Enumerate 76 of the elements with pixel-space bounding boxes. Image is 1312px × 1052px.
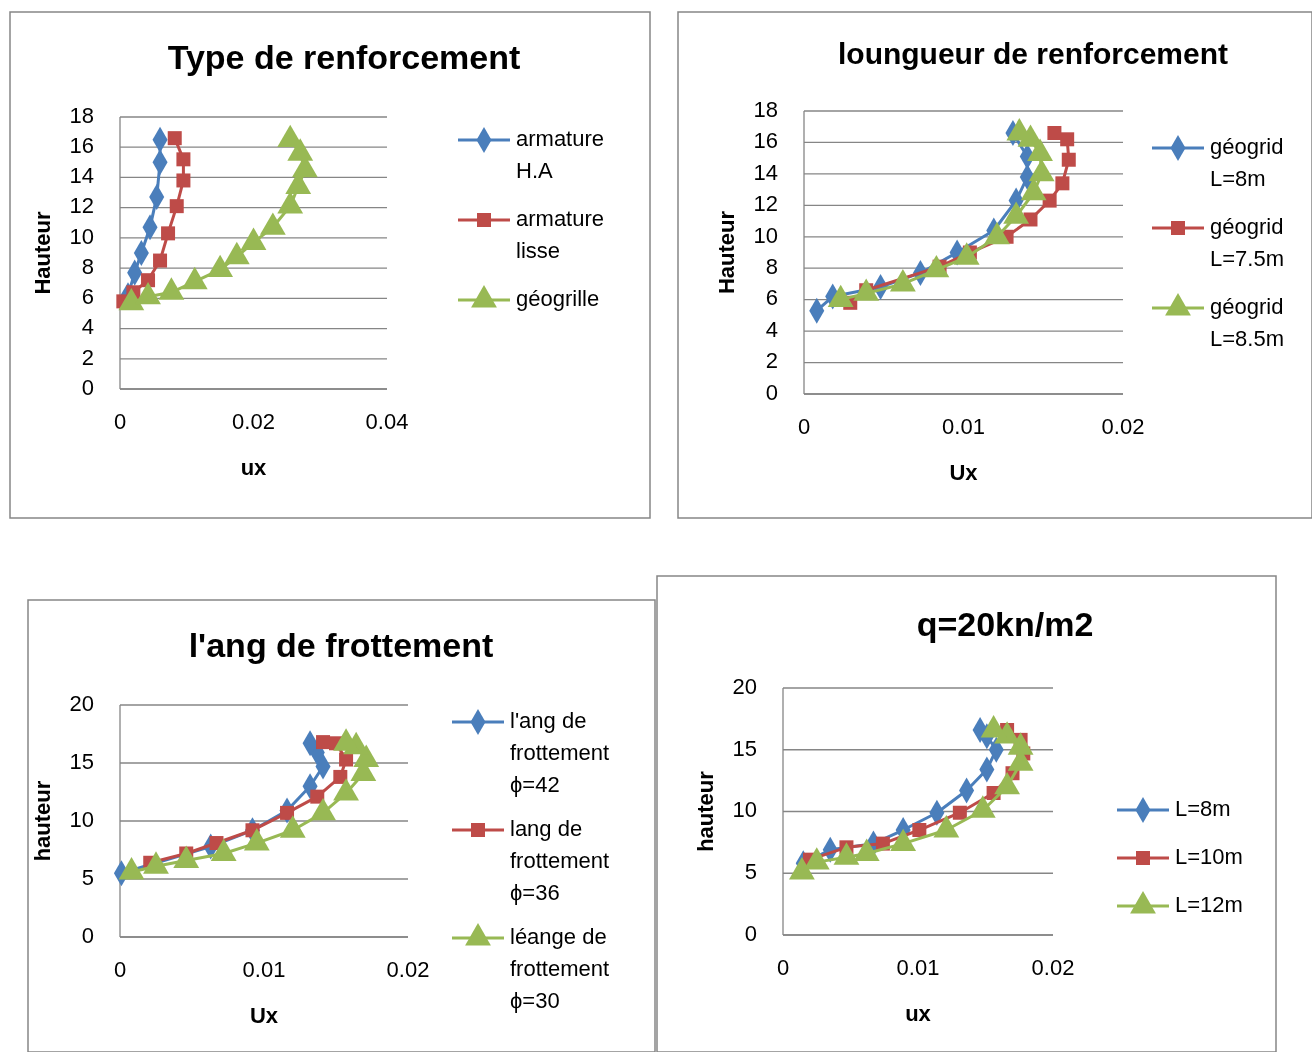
y-tick-label: 0	[81, 922, 94, 948]
legend-label: géogrid L=8.5m	[1210, 293, 1284, 351]
y-tick-label: 10	[69, 223, 94, 249]
y-tick-label: 4	[765, 316, 778, 342]
point	[333, 769, 348, 784]
legend-label: L=8m	[1175, 795, 1231, 821]
y-tick-label: 16	[753, 128, 778, 154]
x-axis-title: ux	[240, 454, 268, 480]
y-tick-label: 18	[69, 102, 94, 128]
y-tick-label: 16	[69, 133, 94, 159]
y-tick-label: 5	[81, 864, 94, 890]
x-tick-label: 0.02	[1031, 954, 1075, 980]
y-tick-label: 6	[765, 285, 778, 311]
y-axis-title: Hauteur	[713, 210, 739, 295]
y-axis-title: hauteur	[692, 770, 718, 852]
point	[316, 735, 331, 750]
x-tick-label: 0.04	[365, 408, 409, 434]
y-tick-label: 10	[732, 797, 757, 823]
point	[1060, 132, 1075, 147]
y-tick-label: 8	[765, 254, 778, 280]
x-axis-title: Ux	[249, 1002, 279, 1028]
chart-title: loungueur de renforcement	[837, 36, 1229, 70]
legend-label: L=10m	[1175, 843, 1243, 869]
legend-label: géogrille	[516, 285, 600, 311]
y-tick-label: 4	[81, 314, 94, 340]
y-tick-label: 0	[765, 379, 778, 405]
y-tick-label: 2	[81, 344, 94, 370]
point	[1042, 193, 1057, 208]
point	[1047, 126, 1062, 141]
x-axis-title: ux	[905, 1000, 932, 1026]
point	[1055, 176, 1070, 191]
y-tick-label: 20	[732, 673, 757, 699]
x-tick-label: 0	[113, 956, 127, 982]
y-tick-label: 18	[753, 96, 778, 122]
legend-label: l'ang de frottement ϕ=42	[510, 707, 610, 797]
chart-title: q=20kn/m2	[916, 604, 1094, 643]
legend-label: lang de frottement ϕ=36	[510, 815, 610, 905]
y-tick-label: 0	[744, 920, 757, 946]
x-tick-label: 0	[797, 413, 811, 439]
x-tick-label: 0.01	[942, 413, 985, 439]
point	[1061, 152, 1076, 167]
x-tick-label: 0.02	[1101, 413, 1145, 439]
x-tick-label: 0	[113, 408, 127, 434]
y-tick-label: 10	[753, 222, 778, 248]
point	[339, 752, 354, 767]
point	[912, 823, 927, 838]
y-tick-label: 6	[81, 284, 94, 310]
legend-label: géogrid L=8m	[1210, 133, 1284, 191]
y-tick-label: 12	[69, 193, 94, 219]
y-tick-label: 8	[81, 253, 94, 279]
y-tick-label: 15	[69, 748, 94, 774]
x-tick-label: 0.01	[242, 956, 286, 982]
y-tick-label: 10	[69, 806, 94, 832]
x-tick-label: 0.02	[386, 956, 430, 982]
y-tick-label: 5	[744, 859, 757, 885]
y-tick-label: 0	[81, 374, 94, 400]
y-tick-label: 14	[753, 159, 778, 185]
y-tick-label: 12	[753, 191, 778, 217]
x-tick-label: 0.02	[232, 408, 275, 434]
y-axis-title: Hauteur	[29, 211, 55, 295]
y-tick-label: 20	[69, 690, 94, 716]
legend-label: géogrid L=7.5m	[1210, 213, 1284, 271]
legend-label: léange de frottement ϕ=30	[510, 923, 610, 1013]
chart-title: l'ang de frottement	[188, 625, 494, 664]
x-axis-title: Ux	[949, 459, 979, 485]
point	[952, 805, 967, 820]
legend-label: L=12m	[1175, 891, 1243, 917]
point	[310, 789, 325, 804]
chart-title: Type de renforcement	[167, 37, 521, 76]
y-tick-label: 14	[69, 163, 94, 189]
y-tick-label: 2	[765, 348, 778, 374]
legend-label: armature H.A	[516, 125, 605, 183]
y-axis-title: hauteur	[29, 780, 55, 862]
x-tick-label: 0.01	[896, 954, 940, 980]
y-tick-label: 15	[732, 735, 757, 761]
legend-label: armature lisse	[516, 205, 605, 263]
